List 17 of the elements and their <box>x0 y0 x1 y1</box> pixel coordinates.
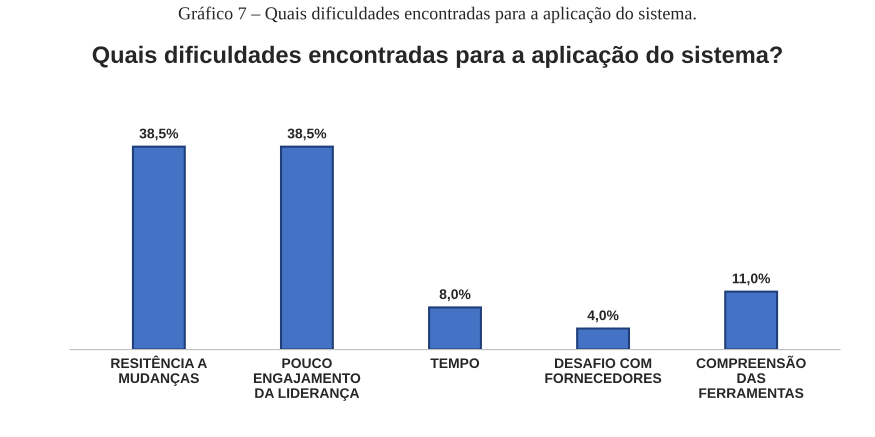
bar <box>428 306 482 350</box>
x-tick-label: POUCO ENGAJAMENTO DA LIDERANÇA <box>254 358 360 401</box>
data-label: 8,0% <box>440 289 470 302</box>
bar <box>132 146 186 350</box>
bar <box>576 327 630 350</box>
bar <box>280 146 334 350</box>
x-tick-label: TEMPO <box>430 358 480 368</box>
data-label: 38,5% <box>288 128 326 140</box>
data-label: 4,0% <box>587 310 619 322</box>
text: Gráfico 7 – Quais dificuldades encontradas para a aplicação do sistema. <box>178 6 696 24</box>
x-tick-label: DESAFIO COM FORNECEDORES <box>545 358 662 384</box>
x-tick-label: RESITÊNCIA A MUDANÇAS <box>111 356 207 386</box>
data-label: 38,5% <box>139 128 178 140</box>
bar <box>724 290 778 350</box>
chart-title: Quais dificuldades encontradas para a aplicação do sistema? <box>92 46 782 68</box>
data-label: 11,0% <box>732 273 770 286</box>
x-tick-label: COMPREENSÃO DAS FERRAMENTAS <box>696 356 806 398</box>
